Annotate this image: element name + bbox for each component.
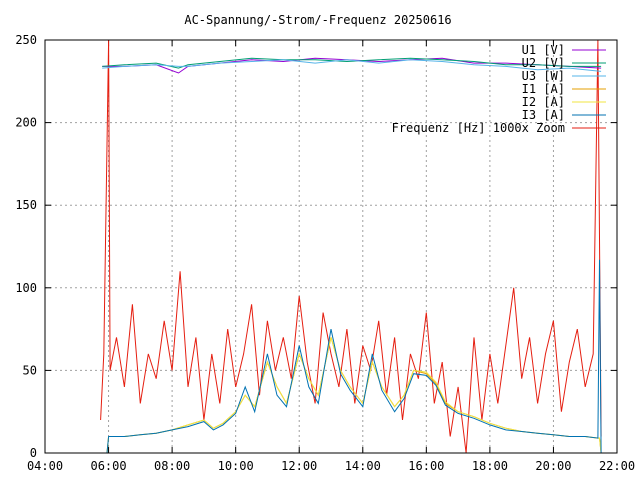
x-tick-label: 12:00	[281, 459, 317, 473]
legend: U1 [V]U2 [V]U3 [W]I1 [A]I2 [A]I3 [A]Freq…	[392, 43, 606, 135]
legend-label: I2 [A]	[522, 95, 565, 109]
x-tick-label: 16:00	[408, 459, 444, 473]
grid	[45, 40, 617, 453]
y-tick-label: 250	[15, 33, 37, 47]
x-tick-label: 10:00	[218, 459, 254, 473]
legend-label: U2 [V]	[522, 56, 565, 70]
legend-label: Frequenz [Hz] 1000x Zoom	[392, 121, 565, 135]
series-line-u2	[102, 57, 602, 69]
legend-label: U1 [V]	[522, 43, 565, 57]
x-tick-label: 08:00	[154, 459, 190, 473]
series-line-frequenz	[100, 39, 602, 454]
x-tick-label: 18:00	[472, 459, 508, 473]
plot-border	[44, 39, 618, 454]
legend-label: U3 [W]	[522, 69, 565, 83]
series-lines	[100, 39, 602, 454]
x-tick-label: 04:00	[27, 459, 63, 473]
series-line-u1	[102, 57, 602, 74]
x-tick-label: 06:00	[90, 459, 126, 473]
y-tick-label: 50	[23, 363, 37, 377]
x-tick-label: 14:00	[345, 459, 381, 473]
axis-ticks: 04:00 06:00 08:00 10:00 12:00 14:00 16:00 18:00…	[15, 33, 635, 473]
y-tick-label: 150	[15, 198, 37, 212]
legend-label: I1 [A]	[522, 82, 565, 96]
x-tick-label: 20:00	[535, 459, 571, 473]
y-tick-label: 0	[30, 446, 37, 460]
legend-label: I3 [A]	[522, 108, 565, 122]
chart-title: AC-Spannung/-Strom/-Frequenz 20250616	[184, 13, 451, 27]
series-line-u3	[102, 59, 602, 72]
series-line-i3	[102, 259, 602, 454]
y-tick-label: 200	[15, 116, 37, 130]
y-tick-label: 100	[15, 281, 37, 295]
x-tick-label: 22:00	[599, 459, 635, 473]
